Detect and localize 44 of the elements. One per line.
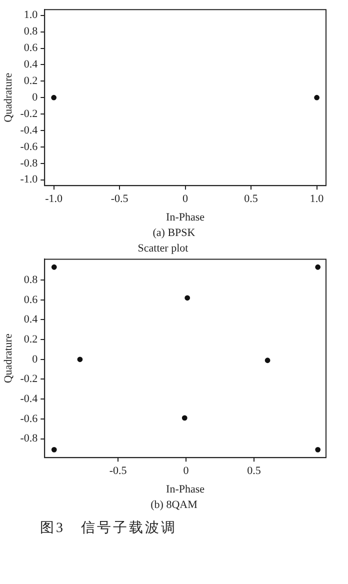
y-axis-title: Quadrature: [2, 72, 14, 122]
x-tick-label: 0: [182, 193, 189, 206]
x-tick-label: 0.5: [247, 465, 262, 478]
caption: 图3 信号子载波调: [39, 521, 178, 536]
point: [315, 446, 321, 452]
y-tick-label: -0.8: [20, 432, 38, 445]
y-tick-label: 0.8: [24, 274, 38, 286]
point: [184, 295, 190, 301]
y-tick-label: -0.6: [20, 412, 38, 425]
y-tick-label: 0.4: [24, 58, 38, 71]
y-axis-title: Quadrature: [2, 334, 14, 384]
y-tick-label: 0.6: [24, 42, 38, 54]
x-tick-label: 1.0: [310, 193, 324, 206]
y-tick-label: -0.4: [20, 392, 38, 405]
y-tick-label: -0.4: [20, 124, 38, 136]
chart-title: Scatter plot: [138, 242, 188, 254]
text: (a) BPSK: [152, 226, 196, 240]
y-tick-label: -1.0: [20, 174, 38, 186]
x-tick-label: -1.0: [45, 193, 64, 206]
point: [51, 264, 57, 270]
x-tick-label: -0.5: [109, 465, 128, 478]
y-tick-label: 1.0: [24, 9, 38, 22]
point: [264, 358, 270, 364]
y-tick-label: -0.6: [20, 140, 38, 153]
x-axis-title: In-Phase: [166, 483, 205, 496]
y-tick-label: 0: [32, 353, 38, 366]
x-axis-title: In-Phase: [166, 211, 205, 224]
y-tick-label: 0.8: [24, 26, 38, 38]
y-tick-label: -0.8: [20, 157, 38, 170]
y-tick-label: 0.4: [24, 314, 38, 326]
point: [182, 415, 188, 421]
y-tick-label: 0: [32, 91, 38, 104]
text: (b) 8QAM: [150, 498, 198, 512]
point: [315, 264, 321, 270]
x-tick-label: 0: [183, 465, 190, 478]
point: [51, 446, 57, 452]
y-tick-label: -0.2: [20, 108, 38, 120]
point: [77, 356, 83, 362]
y-tick-label: -0.2: [20, 373, 38, 386]
y-tick-label: 0.6: [24, 294, 38, 306]
x-tick-label: 0.5: [244, 193, 258, 206]
y-tick-label: 0.2: [24, 333, 38, 346]
y-tick-label: 0.2: [24, 75, 38, 88]
x-tick-label: -0.5: [110, 193, 129, 206]
